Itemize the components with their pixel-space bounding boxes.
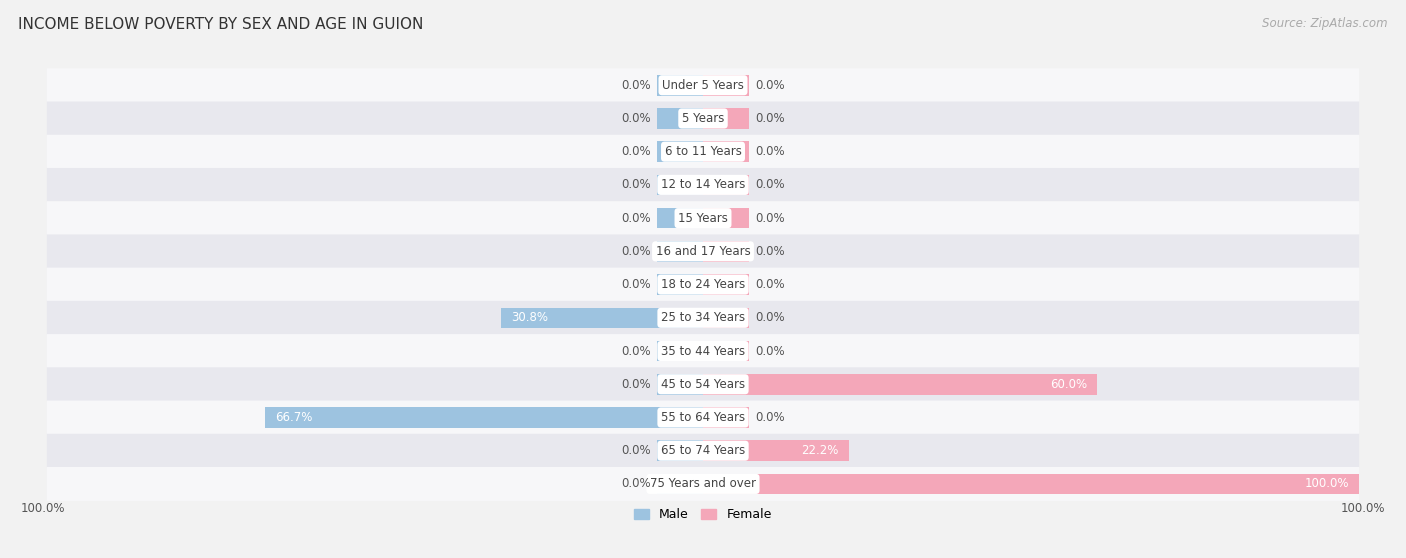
Text: 100.0%: 100.0% [21,502,65,515]
Text: 0.0%: 0.0% [755,145,785,158]
Bar [657,374,703,395]
FancyBboxPatch shape [46,234,1360,268]
Bar [703,75,749,95]
Bar [703,374,1097,395]
Text: 0.0%: 0.0% [621,378,651,391]
FancyBboxPatch shape [46,168,1360,202]
Text: 16 and 17 Years: 16 and 17 Years [655,245,751,258]
Text: 65 to 74 Years: 65 to 74 Years [661,444,745,457]
FancyBboxPatch shape [46,434,1360,468]
Bar [657,108,703,129]
FancyBboxPatch shape [46,68,1360,102]
Text: 55 to 64 Years: 55 to 64 Years [661,411,745,424]
Bar [657,241,703,262]
Text: 0.0%: 0.0% [755,278,785,291]
FancyBboxPatch shape [46,367,1360,401]
Text: 100.0%: 100.0% [1305,478,1350,490]
Bar [657,474,703,494]
Text: 0.0%: 0.0% [755,344,785,358]
Bar [703,141,749,162]
FancyBboxPatch shape [46,134,1360,169]
Text: INCOME BELOW POVERTY BY SEX AND AGE IN GUION: INCOME BELOW POVERTY BY SEX AND AGE IN G… [18,17,423,32]
Text: 0.0%: 0.0% [621,112,651,125]
Text: 0.0%: 0.0% [755,211,785,225]
Bar [657,341,703,362]
Text: 30.8%: 30.8% [510,311,548,324]
Text: 12 to 14 Years: 12 to 14 Years [661,179,745,191]
Text: 6 to 11 Years: 6 to 11 Years [665,145,741,158]
Text: 66.7%: 66.7% [276,411,312,424]
Bar [266,407,703,428]
Bar [703,275,749,295]
Bar [703,341,749,362]
Bar [657,208,703,228]
Text: 0.0%: 0.0% [621,478,651,490]
Bar [703,307,749,328]
Bar [703,208,749,228]
Bar [657,141,703,162]
Bar [703,440,849,461]
Text: 0.0%: 0.0% [755,79,785,92]
Text: 0.0%: 0.0% [621,79,651,92]
Text: 5 Years: 5 Years [682,112,724,125]
Text: 0.0%: 0.0% [621,278,651,291]
Text: 0.0%: 0.0% [621,444,651,457]
Text: 45 to 54 Years: 45 to 54 Years [661,378,745,391]
Text: 15 Years: 15 Years [678,211,728,225]
Text: 18 to 24 Years: 18 to 24 Years [661,278,745,291]
FancyBboxPatch shape [46,301,1360,335]
Text: 35 to 44 Years: 35 to 44 Years [661,344,745,358]
Text: 75 Years and over: 75 Years and over [650,478,756,490]
Bar [657,275,703,295]
Bar [657,175,703,195]
Text: 22.2%: 22.2% [801,444,839,457]
FancyBboxPatch shape [46,467,1360,501]
Text: 60.0%: 60.0% [1050,378,1087,391]
Legend: Male, Female: Male, Female [630,503,776,526]
Text: Under 5 Years: Under 5 Years [662,79,744,92]
Text: 0.0%: 0.0% [621,145,651,158]
Text: 0.0%: 0.0% [621,179,651,191]
Bar [703,407,749,428]
Text: 0.0%: 0.0% [755,411,785,424]
Text: 0.0%: 0.0% [755,179,785,191]
Bar [703,108,749,129]
FancyBboxPatch shape [46,401,1360,435]
Text: 0.0%: 0.0% [621,245,651,258]
FancyBboxPatch shape [46,334,1360,368]
FancyBboxPatch shape [46,268,1360,301]
Text: Source: ZipAtlas.com: Source: ZipAtlas.com [1263,17,1388,30]
Bar [703,474,1360,494]
Text: 0.0%: 0.0% [621,344,651,358]
Bar [657,440,703,461]
Text: 0.0%: 0.0% [755,112,785,125]
Bar [703,175,749,195]
Text: 25 to 34 Years: 25 to 34 Years [661,311,745,324]
Text: 0.0%: 0.0% [755,245,785,258]
Text: 0.0%: 0.0% [621,211,651,225]
FancyBboxPatch shape [46,201,1360,235]
Bar [703,241,749,262]
Bar [657,75,703,95]
Text: 100.0%: 100.0% [1341,502,1385,515]
Bar [501,307,703,328]
FancyBboxPatch shape [46,102,1360,136]
Text: 0.0%: 0.0% [755,311,785,324]
